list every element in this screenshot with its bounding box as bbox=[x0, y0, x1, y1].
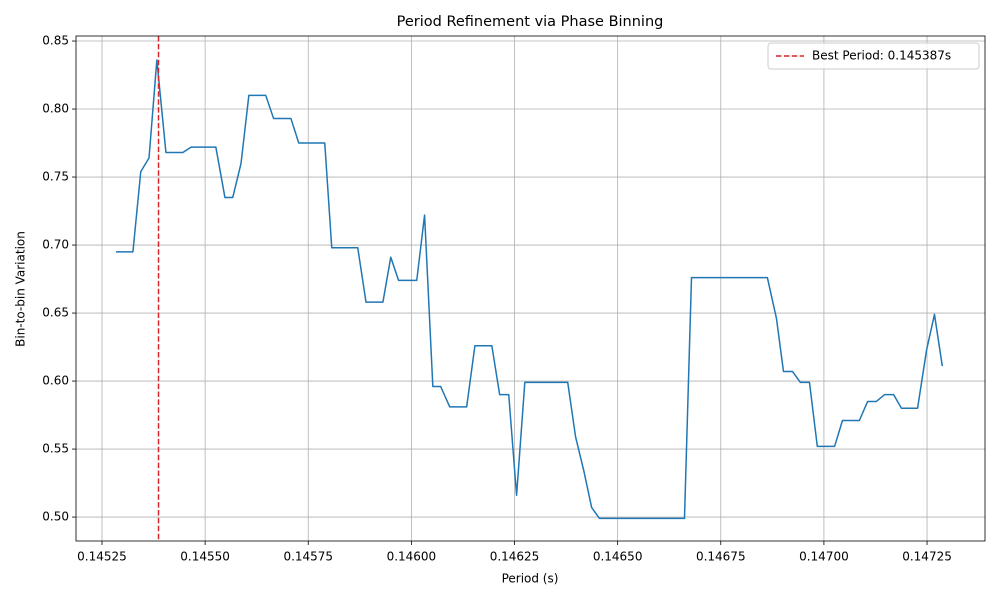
y-tick-label: 0.75 bbox=[42, 170, 69, 184]
y-axis-label: Bin-to-bin Variation bbox=[14, 231, 28, 347]
y-tick-label: 0.55 bbox=[42, 442, 69, 456]
x-tick-label: 0.14575 bbox=[283, 550, 333, 564]
y-tick-label: 0.85 bbox=[42, 34, 69, 48]
y-tick-label: 0.65 bbox=[42, 306, 69, 320]
x-tick-label: 0.14725 bbox=[902, 550, 952, 564]
x-tick-label: 0.14700 bbox=[799, 550, 849, 564]
y-tick-label: 0.60 bbox=[42, 374, 69, 388]
x-tick-label: 0.14650 bbox=[593, 550, 643, 564]
plot-frame bbox=[75, 35, 986, 542]
legend-label: Best Period: 0.145387s bbox=[812, 49, 951, 63]
x-tick-label: 0.14525 bbox=[77, 550, 127, 564]
x-tick-label: 0.14550 bbox=[180, 550, 230, 564]
y-tick-label: 0.80 bbox=[42, 102, 69, 116]
y-tick-label: 0.50 bbox=[42, 510, 69, 524]
x-tick-label: 0.14600 bbox=[387, 550, 437, 564]
data-line bbox=[116, 59, 944, 520]
chart-title: Period Refinement via Phase Binning bbox=[397, 14, 664, 30]
x-tick-label: 0.14675 bbox=[696, 550, 746, 564]
x-axis-label: Period (s) bbox=[502, 572, 559, 586]
legend-box bbox=[767, 42, 980, 70]
y-tick-label: 0.70 bbox=[42, 238, 69, 252]
x-tick-label: 0.14625 bbox=[490, 550, 540, 564]
